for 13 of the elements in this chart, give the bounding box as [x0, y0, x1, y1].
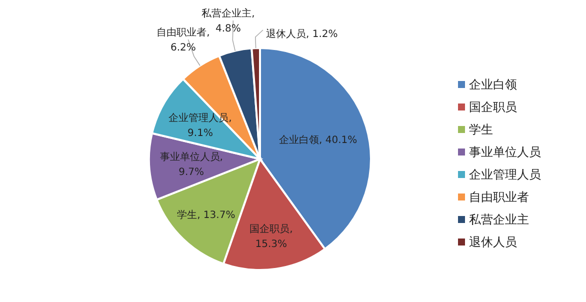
legend-label: 自由职业者: [469, 190, 529, 204]
legend-label: 企业管理人员: [469, 167, 541, 182]
legend-label: 事业单位人员: [469, 144, 541, 159]
data-label: 事业单位人员, 9.7%: [160, 150, 223, 178]
data-label: 学生, 13.7%: [177, 208, 236, 221]
legend-label: 私营企业主: [469, 212, 529, 226]
legend-label: 学生: [469, 122, 493, 136]
data-label: 企业白领, 40.1%: [279, 134, 358, 146]
legend-label: 国企职员: [469, 100, 517, 114]
data-label: 国企职员, 15.3%: [250, 222, 293, 250]
data-label: 退休人员, 1.2%: [266, 28, 338, 40]
legend-label: 企业白领: [469, 77, 517, 92]
legend-label: 退休人员: [469, 234, 517, 249]
